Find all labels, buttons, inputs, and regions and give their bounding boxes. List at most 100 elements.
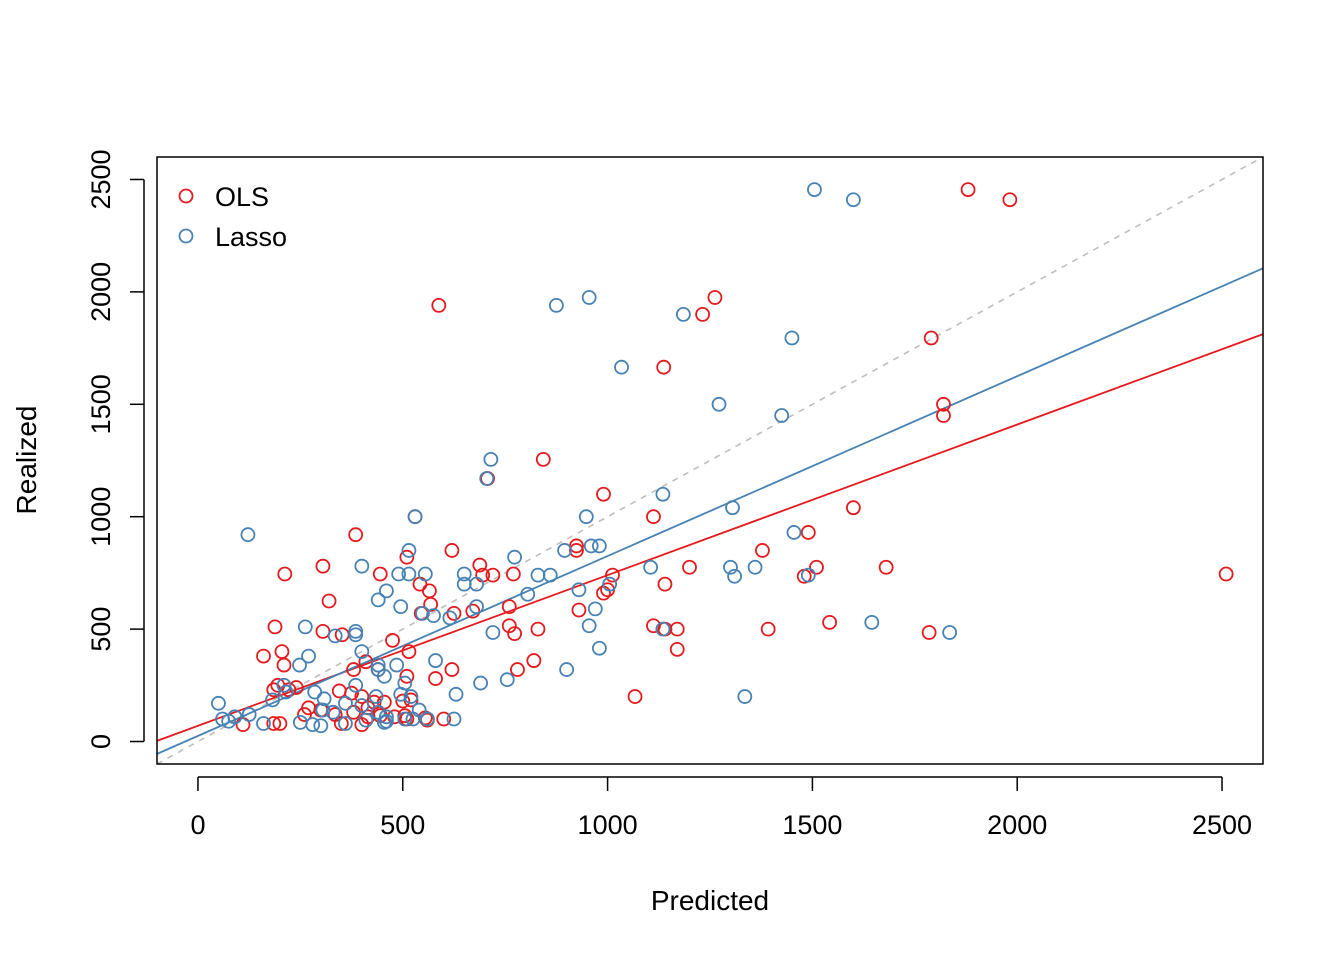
point-ols bbox=[444, 662, 460, 677]
fit-line-ols bbox=[157, 333, 1263, 742]
point-ols bbox=[571, 602, 587, 618]
point-ols bbox=[281, 682, 297, 698]
point-lasso bbox=[485, 625, 501, 640]
point-lasso bbox=[376, 668, 392, 684]
point-ols bbox=[845, 500, 861, 516]
point-ols bbox=[501, 618, 517, 634]
point-lasso bbox=[786, 525, 802, 540]
point-ols bbox=[399, 549, 415, 565]
point-lasso bbox=[428, 653, 443, 668]
point-ols bbox=[372, 566, 388, 582]
point-ols bbox=[333, 716, 349, 731]
point-ols bbox=[274, 644, 290, 659]
point-lasso bbox=[737, 689, 753, 704]
point-ols bbox=[354, 689, 370, 704]
point-lasso bbox=[415, 605, 430, 621]
point-lasso bbox=[592, 640, 607, 656]
point-ols bbox=[297, 707, 312, 722]
point-lasso bbox=[581, 618, 597, 634]
point-lasso bbox=[442, 610, 458, 626]
y-axis-title: Realized bbox=[11, 406, 42, 515]
point-ols bbox=[501, 599, 517, 615]
point-ols bbox=[315, 558, 331, 574]
point-lasso bbox=[358, 712, 374, 728]
point-ols bbox=[505, 566, 521, 582]
point-lasso bbox=[723, 559, 738, 575]
point-ols bbox=[569, 543, 584, 558]
point-lasso bbox=[215, 711, 230, 727]
point-lasso bbox=[256, 716, 271, 731]
point-ols bbox=[535, 451, 551, 467]
point-ols bbox=[682, 559, 697, 575]
point-ols bbox=[657, 576, 673, 592]
point-ols bbox=[921, 625, 937, 640]
point-lasso bbox=[419, 711, 435, 727]
fit-lines bbox=[157, 157, 1263, 764]
point-ols bbox=[444, 543, 460, 558]
point-ols bbox=[936, 396, 951, 412]
point-lasso bbox=[774, 408, 790, 423]
point-lasso bbox=[221, 713, 237, 729]
point-lasso bbox=[327, 628, 343, 644]
point-lasso bbox=[557, 543, 572, 558]
point-lasso bbox=[456, 566, 472, 582]
x-tick-label: 2000 bbox=[987, 810, 1047, 840]
point-ols bbox=[272, 716, 288, 731]
point-lasso bbox=[393, 599, 409, 615]
point-ols bbox=[936, 408, 951, 423]
points-layer bbox=[211, 182, 1234, 734]
point-lasso bbox=[378, 713, 394, 729]
point-lasso bbox=[581, 290, 597, 305]
point-lasso bbox=[292, 715, 308, 730]
point-lasso bbox=[800, 567, 816, 583]
point-ols bbox=[878, 559, 894, 575]
point-lasso bbox=[354, 698, 370, 713]
point-lasso bbox=[297, 619, 313, 635]
point-lasso bbox=[864, 614, 880, 630]
point-lasso bbox=[405, 711, 421, 727]
point-ols bbox=[277, 566, 293, 582]
point-ols bbox=[822, 614, 838, 630]
point-lasso bbox=[592, 538, 607, 554]
y-axis: 0 500 1000 1500 2000 2500 bbox=[86, 149, 145, 749]
point-lasso bbox=[614, 359, 629, 375]
point-lasso bbox=[587, 601, 603, 617]
point-lasso bbox=[548, 297, 564, 313]
point-lasso bbox=[655, 621, 671, 637]
y-tick-label: 1000 bbox=[86, 487, 116, 547]
point-lasso bbox=[276, 677, 292, 693]
point-lasso bbox=[571, 582, 587, 598]
point-ols bbox=[399, 668, 415, 684]
point-lasso bbox=[240, 527, 256, 543]
point-lasso bbox=[354, 558, 370, 574]
y-tick-label: 500 bbox=[86, 607, 116, 652]
point-lasso bbox=[348, 677, 364, 693]
point-ols bbox=[321, 593, 337, 609]
point-ols bbox=[695, 306, 711, 322]
point-lasso bbox=[507, 549, 523, 565]
point-lasso bbox=[643, 559, 659, 575]
point-ols bbox=[923, 330, 939, 346]
point-ols bbox=[596, 585, 611, 601]
point-lasso bbox=[942, 625, 958, 640]
y-tick-label: 2000 bbox=[86, 262, 116, 322]
reference-line-45 bbox=[157, 157, 1263, 764]
point-ols bbox=[315, 623, 331, 639]
point-ols bbox=[510, 662, 525, 677]
point-lasso bbox=[354, 644, 370, 659]
point-ols bbox=[348, 527, 364, 543]
point-ols bbox=[707, 290, 723, 305]
point-lasso bbox=[301, 648, 316, 664]
point-lasso bbox=[448, 686, 464, 702]
fit-line-lasso bbox=[157, 267, 1263, 755]
point-ols bbox=[646, 509, 661, 525]
x-tick-label: 2500 bbox=[1192, 810, 1252, 840]
point-lasso bbox=[727, 568, 742, 584]
point-ols bbox=[1002, 192, 1018, 208]
point-lasso bbox=[368, 689, 384, 704]
point-lasso bbox=[469, 599, 484, 615]
point-lasso bbox=[559, 662, 575, 677]
point-lasso bbox=[499, 672, 515, 688]
point-ols bbox=[401, 644, 417, 659]
